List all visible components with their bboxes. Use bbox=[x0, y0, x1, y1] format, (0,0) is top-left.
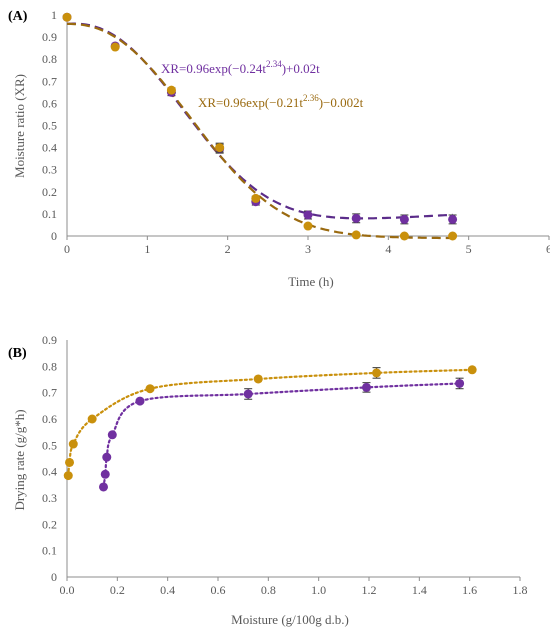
a-x-tick-label: 5 bbox=[466, 242, 472, 256]
eq-purple-base: XR=0.96exp(−0.24t bbox=[161, 61, 266, 76]
b-point-orange bbox=[65, 457, 75, 467]
a-point-orange bbox=[351, 230, 361, 240]
b-point-purple bbox=[361, 382, 371, 392]
a-x-tick-label: 4 bbox=[385, 242, 391, 256]
b-x-tick-label: 1.0 bbox=[311, 583, 326, 597]
b-y-tick-label: 0.9 bbox=[42, 333, 57, 347]
eq-orange-base: XR=0.96exp(−0.21t bbox=[198, 95, 303, 110]
panel-a-xlabel: Time (h) bbox=[288, 274, 333, 289]
a-point-orange bbox=[166, 85, 176, 95]
a-y-tick-label: 0.2 bbox=[42, 185, 57, 199]
a-point-orange bbox=[251, 193, 261, 203]
a-y-tick-label: 0.9 bbox=[42, 30, 57, 44]
b-y-tick-label: 0.6 bbox=[42, 412, 57, 426]
b-x-tick-label: 1.6 bbox=[462, 583, 477, 597]
eq-orange-exp: 2.36 bbox=[303, 93, 319, 103]
a-point-orange bbox=[448, 231, 458, 241]
b-x-tick-label: 0.2 bbox=[110, 583, 125, 597]
a-point-orange bbox=[215, 143, 225, 153]
panel-b-xlabel: Moisture (g/100g d.b.) bbox=[231, 612, 349, 627]
eq-orange-tail: )−0.002t bbox=[319, 95, 364, 110]
panel-a-label: (A) bbox=[8, 9, 28, 24]
a-y-tick-label: 0.6 bbox=[42, 96, 57, 110]
eq-purple-exp: 2.34 bbox=[266, 59, 282, 69]
b-point-orange bbox=[467, 365, 477, 375]
a-x-tick-label: 6 bbox=[546, 242, 550, 256]
a-y-tick-label: 0 bbox=[51, 229, 57, 243]
a-x-tick-label: 1 bbox=[144, 242, 150, 256]
b-y-tick-label: 0.3 bbox=[42, 491, 57, 505]
panel-a-equation-purple: XR=0.96exp(−0.24t2.34)+0.02t bbox=[161, 59, 320, 76]
b-y-tick-label: 0 bbox=[51, 570, 57, 584]
panel-b: (B) Drying rate (g/g*h) Moisture (g/100g… bbox=[8, 333, 528, 627]
a-point-purple bbox=[351, 213, 361, 223]
b-y-tick-label: 0.2 bbox=[42, 517, 57, 531]
b-y-tick-label: 0.4 bbox=[42, 465, 57, 479]
a-y-tick-label: 0.1 bbox=[42, 207, 57, 221]
b-point-purple bbox=[135, 396, 145, 406]
a-x-tick-label: 2 bbox=[225, 242, 231, 256]
a-point-purple bbox=[399, 214, 409, 224]
b-point-purple bbox=[107, 430, 117, 440]
b-point-orange bbox=[372, 368, 382, 378]
b-y-tick-label: 0.7 bbox=[42, 386, 57, 400]
a-x-tick-label: 3 bbox=[305, 242, 311, 256]
b-x-tick-label: 1.2 bbox=[362, 583, 377, 597]
a-y-tick-label: 0.4 bbox=[42, 141, 57, 155]
eq-purple-tail: )+0.02t bbox=[282, 61, 320, 76]
b-point-orange bbox=[87, 414, 97, 424]
b-y-tick-label: 0.5 bbox=[42, 438, 57, 452]
a-y-tick-label: 0.8 bbox=[42, 52, 57, 66]
b-x-tick-label: 1.4 bbox=[412, 583, 427, 597]
b-x-tick-label: 0.4 bbox=[160, 583, 175, 597]
b-x-tick-label: 0.8 bbox=[261, 583, 276, 597]
b-point-orange bbox=[68, 439, 78, 449]
panel-a: (A) Moisture ratio (XR) Time (h) 0 1 2 3 4 5 6… bbox=[8, 8, 550, 289]
b-point-purple bbox=[98, 482, 108, 492]
a-point-purple bbox=[448, 214, 458, 224]
b-point-purple bbox=[100, 469, 110, 479]
a-point-orange bbox=[62, 12, 72, 22]
panel-b-label: (B) bbox=[8, 346, 27, 361]
b-x-tick-label: 1.8 bbox=[513, 583, 528, 597]
b-point-orange bbox=[145, 384, 155, 394]
a-y-tick-label: 0.5 bbox=[42, 119, 57, 133]
b-point-purple bbox=[243, 389, 253, 399]
b-point-orange bbox=[253, 374, 263, 384]
b-y-tick-label: 0.1 bbox=[42, 544, 57, 558]
panel-b-ylabel: Drying rate (g/g*h) bbox=[12, 409, 27, 510]
b-x-tick-label: 0.6 bbox=[211, 583, 226, 597]
a-point-orange bbox=[303, 221, 313, 231]
panel-a-equation-orange: XR=0.96exp(−0.21t2.36)−0.002t bbox=[198, 93, 364, 110]
a-y-tick-label: 0.3 bbox=[42, 163, 57, 177]
b-x-tick-label: 0.0 bbox=[60, 583, 75, 597]
panel-a-ylabel: Moisture ratio (XR) bbox=[12, 74, 27, 178]
b-point-purple bbox=[455, 378, 465, 388]
a-x-tick-label: 0 bbox=[64, 242, 70, 256]
a-point-orange bbox=[110, 42, 120, 52]
a-point-purple bbox=[303, 210, 313, 220]
a-y-tick-label: 0.7 bbox=[42, 74, 57, 88]
a-point-orange bbox=[399, 231, 409, 241]
b-point-purple bbox=[102, 452, 112, 462]
b-point-orange bbox=[63, 471, 73, 481]
a-y-tick-label: 1 bbox=[51, 8, 57, 22]
b-y-tick-label: 0.8 bbox=[42, 359, 57, 373]
